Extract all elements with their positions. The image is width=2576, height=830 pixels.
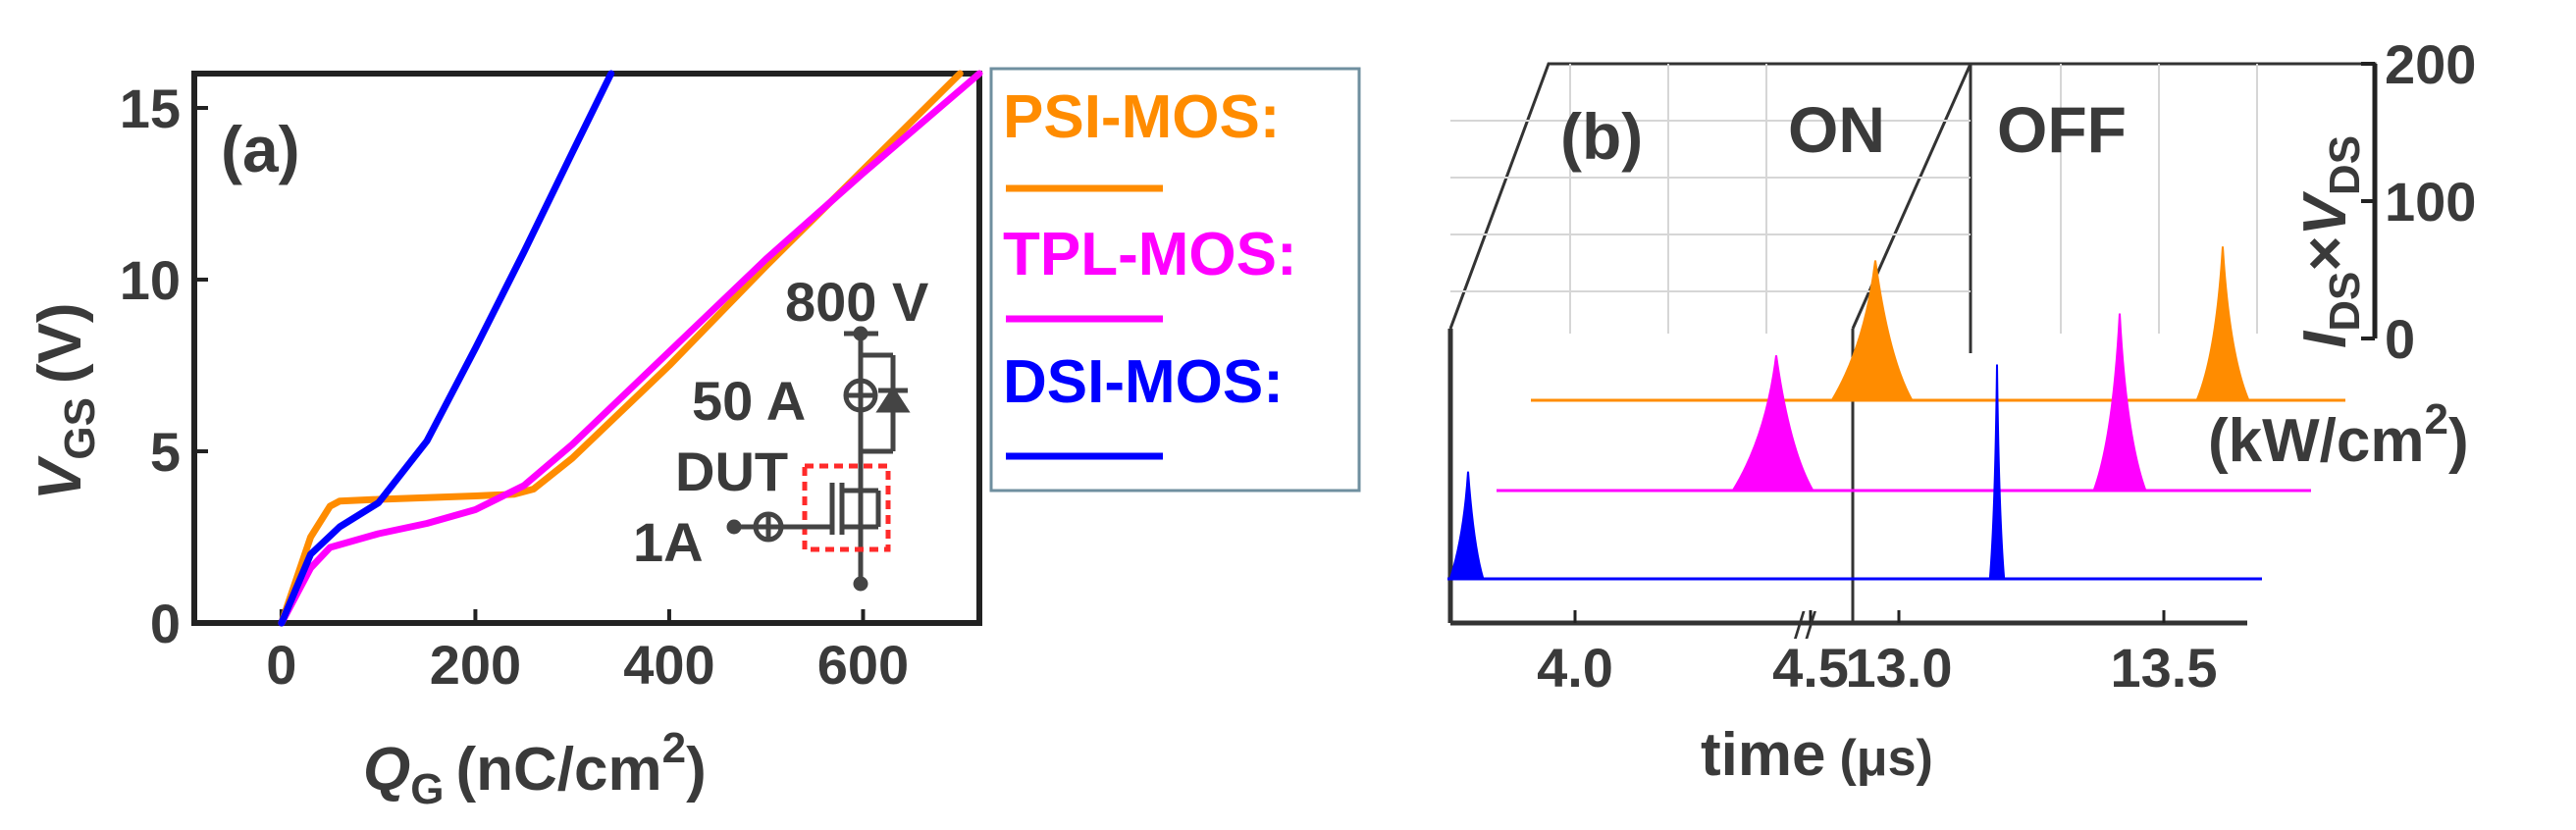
legend-item-tpl: TPL-MOS:	[1003, 221, 1297, 323]
time-label: time	[1701, 721, 1825, 789]
time-tick-label: 13.5	[2111, 637, 2218, 699]
x-tick-label: 200	[430, 634, 521, 696]
x-axis-title-sub: G	[410, 765, 444, 813]
time-tick-label: 13.0	[1846, 637, 1953, 699]
z-unit-main: (kW/cm	[2208, 407, 2424, 475]
x-axis-title-main: Q	[363, 736, 410, 804]
time-tick-label: 4.5	[1772, 637, 1849, 699]
inset-terminal-left	[726, 519, 742, 535]
series-line-psi	[278, 70, 964, 627]
off-pulse-tpl	[2092, 313, 2147, 492]
panel-a-chart: 0 200 400 600 0 5 10 15 (a) VGS (V) QG (nC/cm2)	[26, 70, 983, 813]
z-unit-sup: 2	[2424, 395, 2447, 443]
z-title-i: I	[2291, 330, 2359, 348]
panel-a-x-axis-title: QG (nC/cm2)	[363, 724, 707, 813]
z-title-sub2: DS	[2321, 135, 2369, 195]
on-pulse-dsi	[1448, 471, 1485, 580]
x-axis-title-unit: (nC/cm	[455, 736, 661, 804]
z-tick-label: 200	[2385, 33, 2476, 95]
off-pulse-dsi	[1988, 364, 2006, 580]
panel-a-ticks: 0 200 400 600 0 5 10 15	[120, 78, 909, 696]
panel-b-label: (b)	[1560, 100, 1643, 173]
z-title-sub1: DS	[2321, 272, 2369, 332]
series-line-tpl	[278, 70, 983, 627]
inset-voltage-label: 800 V	[785, 271, 928, 333]
legend-label-psi: PSI-MOS:	[1003, 83, 1280, 151]
time-tick-label: 4.0	[1537, 637, 1613, 699]
left-back-wall	[1448, 62, 1971, 330]
off-pulse-psi	[2195, 246, 2250, 401]
panel-b-z-axis-title: IDS×VDS	[2291, 135, 2369, 348]
legend: PSI-MOS: TPL-MOS: DSI-MOS:	[989, 67, 1361, 493]
y-axis-title-unit: (V)	[26, 302, 94, 384]
series-line-dsi	[278, 70, 615, 627]
y-tick-label: 5	[150, 421, 181, 483]
x-tick-label: 600	[817, 634, 909, 696]
y-tick-label: 0	[150, 593, 181, 654]
inset-terminal-bottom	[853, 576, 868, 592]
z-tick-label: 0	[2385, 308, 2415, 370]
y-axis-title-main: V	[26, 455, 94, 500]
panel-b-x-axis-title: time (μs)	[1701, 721, 1933, 789]
panel-a-series	[278, 70, 983, 627]
legend-item-psi: PSI-MOS:	[1003, 83, 1280, 192]
on-pulse-tpl	[1731, 355, 1815, 492]
inset-current-label: 50 A	[692, 370, 806, 432]
x-axis-title-close: )	[686, 736, 707, 804]
panel-b-series	[1447, 246, 2345, 581]
legend-item-dsi: DSI-MOS:	[1003, 348, 1284, 460]
legend-label-tpl: TPL-MOS:	[1003, 221, 1297, 288]
panel-b-z-axis-unit: (kW/cm2)	[2208, 395, 2469, 475]
panel-b-grid	[1450, 64, 2258, 334]
panel-b-ticks: 4.0 4.513.0 13.5 0 100 200	[1537, 33, 2476, 699]
x-tick-label: 0	[266, 634, 296, 696]
panel-a-plot-frame	[191, 71, 982, 626]
z-title-times: ×	[2291, 235, 2359, 271]
x-axis-title-sup: 2	[662, 724, 686, 772]
legend-box	[989, 67, 1361, 493]
z-tick-label: 100	[2385, 171, 2476, 233]
x-tick-label: 400	[623, 634, 714, 696]
test-circuit-inset	[726, 326, 911, 592]
y-tick-label: 10	[120, 249, 181, 311]
panel-a-label: (a)	[221, 113, 300, 185]
legend-label-dsi: DSI-MOS:	[1003, 348, 1284, 416]
axis-break-mark: //	[1794, 605, 1816, 645]
inset-dut-label: DUT	[675, 441, 788, 502]
y-tick-label: 15	[120, 78, 181, 139]
time-unit: (μs)	[1839, 730, 1932, 787]
panel-b-chart: 4.0 4.513.0 13.5 0 100 200 // (b) ON OFF time…	[1447, 33, 2476, 789]
diode-icon	[875, 386, 911, 413]
off-label: OFF	[1997, 93, 2127, 166]
y-axis-title-sub: GS	[56, 397, 104, 460]
z-unit-close: )	[2448, 407, 2469, 475]
on-label: ON	[1788, 93, 1885, 166]
inset-gate-current-label: 1A	[633, 511, 704, 573]
inset-terminal-top	[853, 326, 868, 341]
panel-a-y-axis-title: VGS (V)	[26, 302, 104, 500]
z-title-v: V	[2291, 190, 2359, 235]
dut-box	[802, 463, 891, 552]
on-pulse-psi	[1830, 260, 1915, 401]
